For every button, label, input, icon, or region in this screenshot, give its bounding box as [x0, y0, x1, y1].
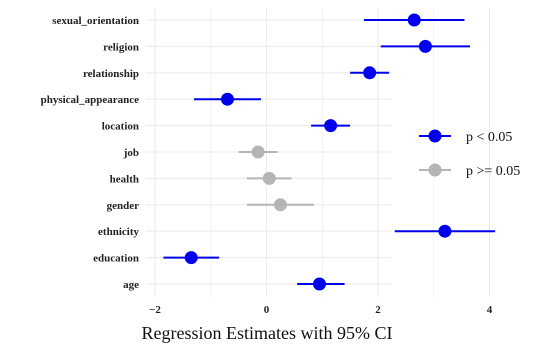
estimate-point — [251, 145, 265, 159]
estimate-point — [220, 92, 234, 106]
estimate-point — [438, 224, 452, 238]
y-tick-label: health — [110, 173, 139, 185]
y-tick-label: education — [93, 253, 139, 265]
x-axis-ticks: −2 0 2 4 — [149, 304, 493, 316]
y-tick-label: religion — [103, 41, 139, 53]
legend-key-point — [428, 163, 442, 177]
y-tick-label: location — [102, 121, 139, 133]
y-tick-label: relationship — [83, 68, 139, 80]
legend-key-point — [428, 129, 442, 143]
estimate-point — [273, 198, 287, 212]
estimate-marks — [163, 13, 496, 291]
estimate-point — [418, 39, 432, 53]
x-tick-label: 0 — [264, 304, 270, 316]
estimate-point — [407, 13, 421, 27]
estimate-point — [184, 251, 198, 265]
y-tick-label: job — [123, 147, 139, 159]
legend: p < 0.05 p >= 0.05 — [419, 129, 520, 179]
y-tick-label: sexual_orientation — [52, 15, 139, 27]
legend-label: p < 0.05 — [466, 130, 512, 145]
estimate-point — [312, 277, 326, 291]
estimate-point — [262, 171, 276, 185]
y-tick-label: physical_appearance — [41, 94, 140, 106]
legend-label: p >= 0.05 — [466, 164, 520, 179]
estimate-point — [324, 119, 338, 133]
y-tick-label: gender — [107, 200, 140, 212]
estimate-point — [363, 66, 377, 80]
y-tick-label: ethnicity — [98, 226, 139, 238]
grid-lines — [146, 8, 491, 297]
y-tick-label: age — [123, 279, 139, 291]
x-axis-label: Regression Estimates with 95% CI — [142, 323, 393, 343]
x-tick-label: −2 — [149, 304, 161, 316]
x-tick-label: 4 — [487, 304, 493, 316]
y-axis-labels: sexual_orientation religion relationship ph… — [41, 15, 140, 291]
x-tick-label: 2 — [375, 304, 381, 316]
